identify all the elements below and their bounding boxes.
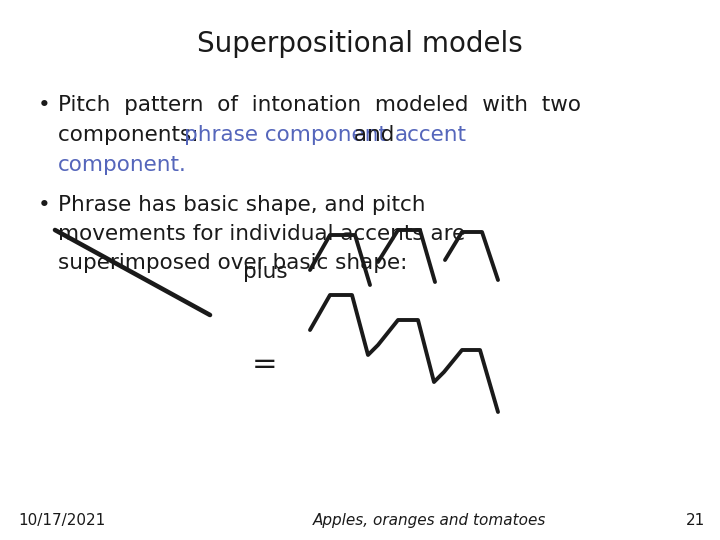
Text: and: and — [347, 125, 401, 145]
Text: plus: plus — [243, 262, 287, 282]
Text: •: • — [38, 195, 50, 215]
Text: 10/17/2021: 10/17/2021 — [18, 513, 105, 528]
Text: 21: 21 — [685, 513, 705, 528]
Text: accent: accent — [395, 125, 467, 145]
Text: components:: components: — [58, 125, 205, 145]
Text: •: • — [38, 95, 50, 115]
Text: Apples, oranges and tomatoes: Apples, oranges and tomatoes — [313, 513, 546, 528]
Text: component.: component. — [58, 155, 187, 175]
Text: =: = — [252, 350, 278, 380]
Text: Superpositional models: Superpositional models — [197, 30, 523, 58]
Text: Phrase has basic shape, and pitch
movements for individual accents are
superimpo: Phrase has basic shape, and pitch moveme… — [58, 195, 465, 273]
Text: Pitch  pattern  of  intonation  modeled  with  two: Pitch pattern of intonation modeled with… — [58, 95, 581, 115]
Text: phrase component: phrase component — [184, 125, 387, 145]
